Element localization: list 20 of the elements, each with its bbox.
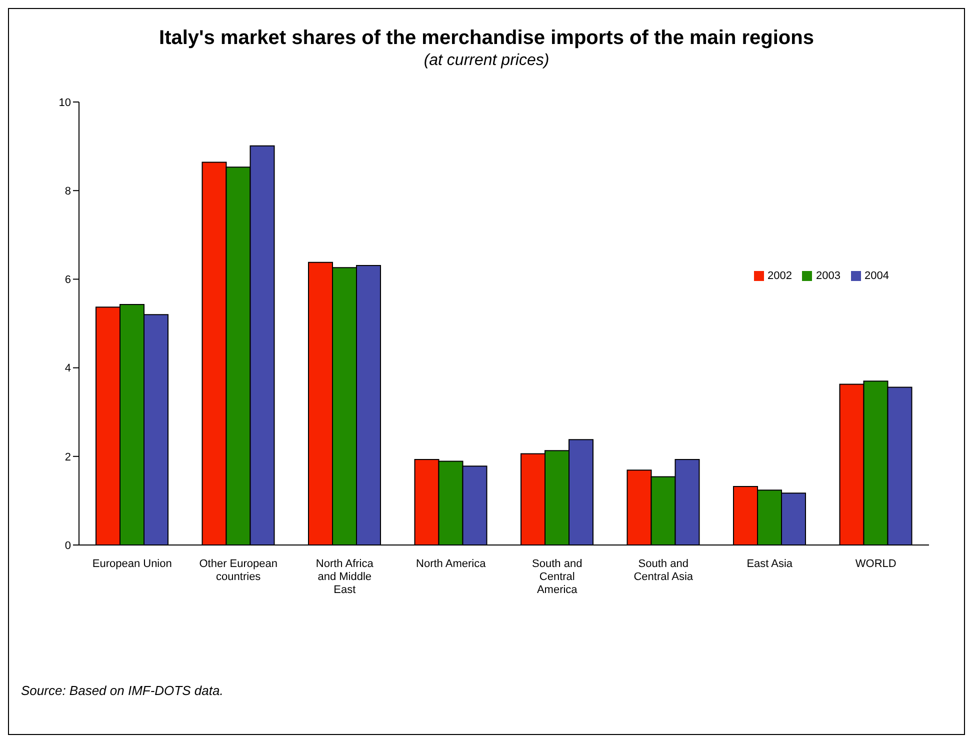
x-tick-label: South and Central Asia xyxy=(634,558,694,583)
y-tick-label: 10 xyxy=(58,96,71,109)
x-tick-label: East Asia xyxy=(746,558,794,570)
y-tick-label: 2 xyxy=(64,451,71,464)
x-tick-label: South and Central America xyxy=(532,558,582,596)
y-tick-label: 0 xyxy=(64,540,71,552)
legend-label: 2004 xyxy=(864,270,889,282)
x-tick-label: WORLD xyxy=(855,558,896,570)
legend-label: 2002 xyxy=(768,270,792,282)
y-tick-label: 6 xyxy=(64,274,71,286)
x-tick-label: North Africa and Middle East xyxy=(316,558,374,596)
legend-label: 2003 xyxy=(816,270,841,282)
chart-title: Italy's market shares of the merchandise imports of the main regions xyxy=(158,27,815,50)
chart-subtitle: (at current prices) xyxy=(422,52,550,70)
y-tick-label: 8 xyxy=(64,186,71,198)
source-note: Source: Based on IMF-DOTS data. xyxy=(21,683,224,698)
x-tick-label: Other European countries xyxy=(199,558,278,583)
x-tick-label: North America xyxy=(416,558,487,570)
x-tick-label: European Union xyxy=(92,558,172,570)
y-tick-label: 4 xyxy=(64,362,71,375)
